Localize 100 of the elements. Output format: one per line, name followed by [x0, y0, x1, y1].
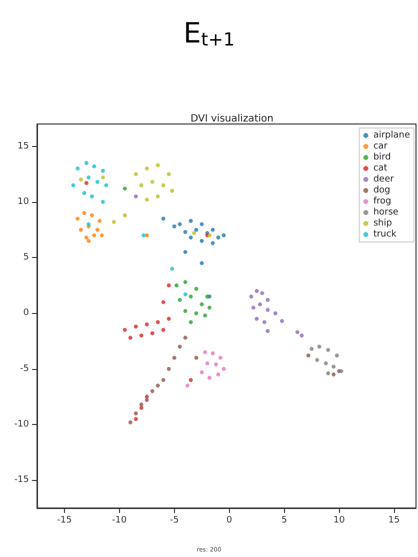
point [183, 336, 188, 340]
point [334, 354, 339, 358]
point [78, 178, 83, 182]
y-tick-label: -10 [14, 420, 30, 430]
point [194, 286, 198, 291]
point [92, 233, 96, 238]
point [183, 280, 188, 284]
point [207, 306, 212, 310]
point [156, 320, 160, 324]
point [104, 183, 108, 188]
point [84, 236, 88, 240]
point [78, 228, 83, 232]
point [183, 250, 188, 254]
point [150, 331, 154, 336]
point [214, 362, 218, 366]
y-tick-label: 15 [18, 141, 29, 152]
point [273, 311, 278, 316]
point [166, 283, 171, 288]
x-tick-label: -10 [112, 516, 128, 526]
point [315, 358, 320, 362]
point [172, 356, 176, 360]
legend-label: horse [373, 208, 399, 218]
point [188, 294, 193, 299]
point [310, 346, 314, 351]
point [188, 378, 193, 382]
point [82, 191, 86, 196]
point [144, 198, 149, 202]
x-tick-label: 10 [333, 516, 346, 526]
point [324, 361, 328, 366]
x-tick-label: 0 [226, 516, 232, 526]
point [210, 228, 215, 232]
point [161, 300, 166, 304]
point [144, 398, 149, 402]
point [306, 354, 310, 358]
point [139, 406, 144, 410]
legend-label: cat [373, 164, 388, 174]
point [134, 411, 138, 416]
point [156, 163, 160, 168]
point [188, 236, 193, 240]
point [122, 328, 127, 332]
point [172, 224, 176, 228]
point [174, 283, 179, 288]
y-tick-label: 0 [23, 308, 30, 318]
point [156, 194, 160, 198]
point [188, 320, 193, 324]
point [210, 351, 215, 356]
point [183, 230, 188, 234]
point [222, 233, 226, 238]
y-tick-label: 10 [18, 196, 30, 207]
point [200, 222, 204, 226]
point [260, 291, 264, 296]
point [178, 222, 182, 226]
point [188, 218, 193, 223]
point [166, 316, 171, 321]
point [300, 333, 304, 338]
point [200, 370, 204, 374]
point [249, 294, 254, 299]
point [95, 228, 100, 232]
point [98, 218, 102, 223]
point [166, 172, 171, 176]
point [100, 168, 105, 173]
point [317, 344, 322, 349]
point [194, 228, 198, 232]
point [326, 371, 330, 376]
point [86, 175, 91, 180]
point [90, 213, 94, 218]
point [144, 322, 149, 326]
legend-label: frog [373, 196, 392, 206]
point [95, 180, 100, 184]
point [122, 213, 127, 218]
legend-label: dog [373, 186, 390, 196]
chart-subtitle: DVI visualization [190, 114, 274, 124]
legend-label: car [373, 142, 388, 152]
legend-label: deer [373, 174, 394, 184]
point [200, 261, 204, 266]
point [84, 180, 88, 185]
point [144, 394, 149, 399]
point [266, 329, 270, 334]
legend-label: bird [373, 152, 391, 162]
point [207, 376, 212, 380]
point [222, 366, 226, 371]
point [178, 344, 182, 349]
point [139, 402, 144, 406]
point [92, 164, 96, 168]
point [295, 330, 300, 334]
point [86, 238, 91, 243]
point [200, 238, 204, 243]
point [192, 231, 196, 236]
point [161, 183, 166, 188]
point [156, 384, 160, 388]
point [84, 160, 88, 165]
y-tick-label: -5 [20, 364, 29, 374]
point [258, 302, 262, 306]
point [112, 220, 116, 224]
legend-label: ship [373, 218, 392, 228]
point [134, 324, 138, 329]
point [205, 361, 210, 366]
point [254, 288, 259, 293]
point [332, 364, 336, 369]
point [139, 183, 144, 188]
